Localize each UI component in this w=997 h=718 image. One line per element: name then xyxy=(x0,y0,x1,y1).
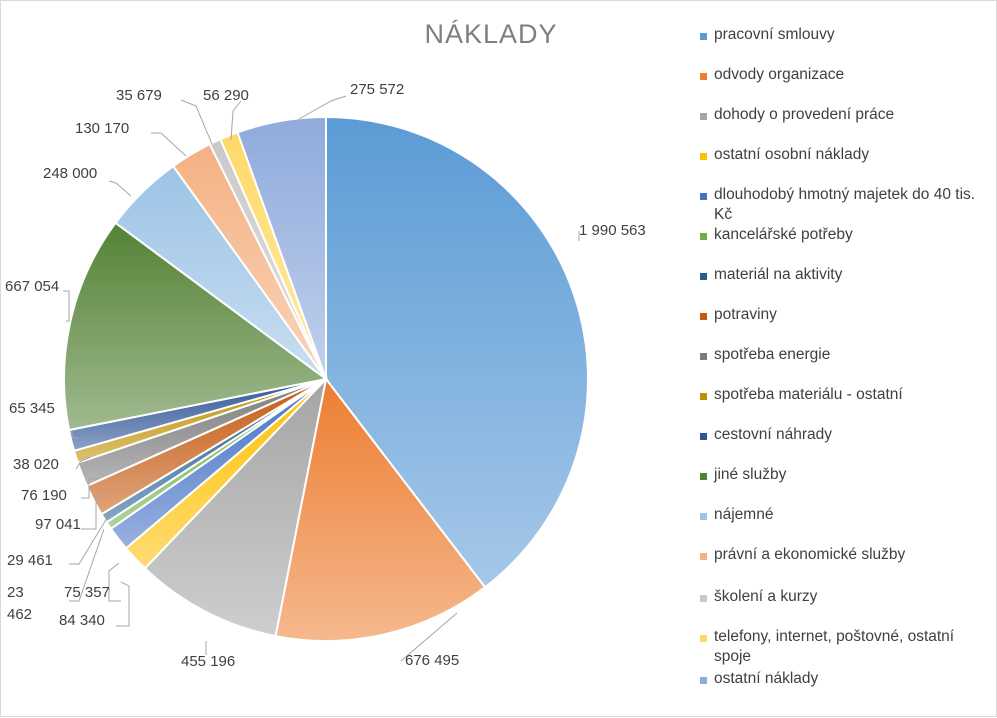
legend-swatch xyxy=(700,153,707,160)
legend-swatch xyxy=(700,113,707,120)
legend-item: právní a ekonomické služby xyxy=(700,545,990,565)
legend-swatch xyxy=(700,433,707,440)
data-label: 23 xyxy=(7,584,24,601)
legend-label: potraviny xyxy=(714,306,777,323)
leader-line xyxy=(180,99,213,145)
legend-swatch xyxy=(700,233,707,240)
data-label: 75 357 xyxy=(64,584,110,601)
legend-item: spotřeba materiálu - ostatní xyxy=(700,385,990,405)
legend-item: cestovní náhrady xyxy=(700,425,990,445)
pie-slice xyxy=(274,376,487,642)
data-label: 462 xyxy=(7,606,32,623)
legend-item: kancelářské potřeby xyxy=(700,225,990,245)
legend-label: právní a ekonomické služby xyxy=(714,546,906,563)
leader-line xyxy=(400,612,458,662)
leader-line xyxy=(75,456,92,470)
data-label: 35 679 xyxy=(116,87,162,104)
legend-label: ostatní osobní náklady xyxy=(714,146,870,163)
legend-swatch xyxy=(700,353,707,360)
legend-swatch xyxy=(700,273,707,280)
legend-swatch xyxy=(700,595,707,602)
leader-line xyxy=(298,95,347,120)
legend-item: materiál na aktivity xyxy=(700,265,990,285)
legend-swatch xyxy=(700,313,707,320)
legend-item: odvody organizace xyxy=(700,65,990,85)
legend-item: potraviny xyxy=(700,305,990,325)
legend-label: ostatní náklady xyxy=(714,670,819,687)
leader-line xyxy=(81,478,98,499)
data-label: 84 340 xyxy=(59,612,105,629)
legend-label: odvody organizace xyxy=(714,66,845,83)
legend-item: pracovní smlouvy xyxy=(700,25,990,45)
data-label: 455 196 xyxy=(181,653,235,670)
leader-line xyxy=(230,100,242,141)
data-label: 275 572 xyxy=(350,81,404,98)
data-label: 130 170 xyxy=(75,120,129,137)
legend-swatch xyxy=(700,473,707,480)
data-label: 248 000 xyxy=(43,165,97,182)
legend-item: spotřeba energie xyxy=(700,345,990,365)
legend-label: dlouhodobý hmotný majetek do 40 tis. Kč xyxy=(714,186,976,223)
legend-item: dlouhodobý hmotný majetek do 40 tis. Kč xyxy=(700,185,990,225)
data-label: 29 461 xyxy=(7,552,53,569)
data-label: 97 041 xyxy=(35,516,81,533)
legend-item: telefony, internet, poštovné, ostatní sp… xyxy=(700,627,990,667)
pie-slice xyxy=(143,375,328,638)
leader-line xyxy=(151,132,187,157)
legend-item: ostatní osobní náklady xyxy=(700,145,990,165)
chart-title: NÁKLADY xyxy=(424,19,558,49)
legend-swatch xyxy=(700,193,707,200)
legend-swatch xyxy=(700,513,707,520)
data-label: 676 495 xyxy=(405,652,459,669)
legend-label: telefony, internet, poštovné, ostatní sp… xyxy=(714,628,955,665)
legend-swatch xyxy=(700,33,707,40)
legend-label: spotřeba energie xyxy=(714,346,831,363)
leader-line xyxy=(116,581,130,627)
legend-item: školení a kurzy xyxy=(700,587,990,607)
legend-label: školení a kurzy xyxy=(714,588,818,605)
legend-item: nájemné xyxy=(700,505,990,525)
leader-line xyxy=(63,290,70,322)
legend-label: cestovní náhrady xyxy=(714,426,833,443)
data-label: 667 054 xyxy=(5,278,59,295)
leader-line xyxy=(69,517,108,565)
data-label: 56 290 xyxy=(203,87,249,104)
data-label: 1 990 563 xyxy=(579,222,646,239)
legend-item: ostatní náklady xyxy=(700,669,990,689)
pie-slice xyxy=(236,115,327,380)
legend-label: pracovní smlouvy xyxy=(714,26,835,43)
legend-item: dohody o provedení práce xyxy=(700,105,990,125)
legend-label: dohody o provedení práce xyxy=(714,106,895,123)
data-label: 76 190 xyxy=(21,487,67,504)
legend-label: materiál na aktivity xyxy=(714,266,843,283)
leader-line xyxy=(69,528,105,602)
legend-label: spotřeba materiálu - ostatní xyxy=(714,386,903,403)
pie-slice xyxy=(63,221,329,432)
legend-swatch xyxy=(700,73,707,80)
legend-label: jiné služby xyxy=(714,466,787,483)
legend-label: kancelářské potřeby xyxy=(714,226,853,243)
pie-slice xyxy=(325,115,590,589)
legend-swatch xyxy=(700,553,707,560)
legend-item: jiné služby xyxy=(700,465,990,485)
leader-line xyxy=(108,180,132,197)
data-label: 38 020 xyxy=(13,456,59,473)
legend-swatch xyxy=(700,677,707,684)
legend-label: nájemné xyxy=(714,506,774,523)
leader-line xyxy=(108,562,121,602)
legend-swatch xyxy=(700,393,707,400)
data-label: 65 345 xyxy=(9,400,55,417)
leader-line xyxy=(81,495,103,530)
legend-swatch xyxy=(700,635,707,642)
